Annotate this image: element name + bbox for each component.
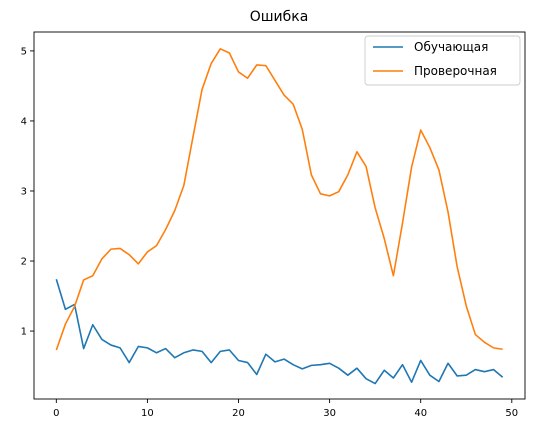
series-line-1	[55, 48, 503, 351]
x-axis: 0 10 20 30 40 50	[53, 399, 518, 419]
y-tick-label: 3	[21, 186, 27, 197]
x-tick-label: 20	[232, 408, 245, 419]
x-tick-label: 10	[141, 408, 154, 419]
series-line-0	[55, 278, 504, 385]
y-tick-label: 1	[21, 327, 27, 338]
legend: Обучающая Проверочная	[364, 35, 521, 86]
legend-label-train: Обучающая	[414, 40, 488, 54]
x-tick-label: 30	[323, 408, 336, 419]
plot-frame	[33, 31, 526, 400]
chart-title: Ошибка	[250, 9, 309, 25]
legend-box	[364, 35, 521, 86]
x-tick-label: 50	[505, 408, 518, 419]
x-tick-label: 40	[414, 408, 427, 419]
y-tick-label: 4	[21, 116, 27, 127]
y-axis: 1 2 3 4 5	[21, 46, 34, 338]
series-layer	[55, 48, 504, 385]
y-tick-label: 5	[21, 46, 27, 57]
y-tick-label: 2	[21, 257, 27, 268]
legend-label-validation: Проверочная	[414, 64, 497, 78]
x-tick-label: 0	[53, 408, 59, 419]
